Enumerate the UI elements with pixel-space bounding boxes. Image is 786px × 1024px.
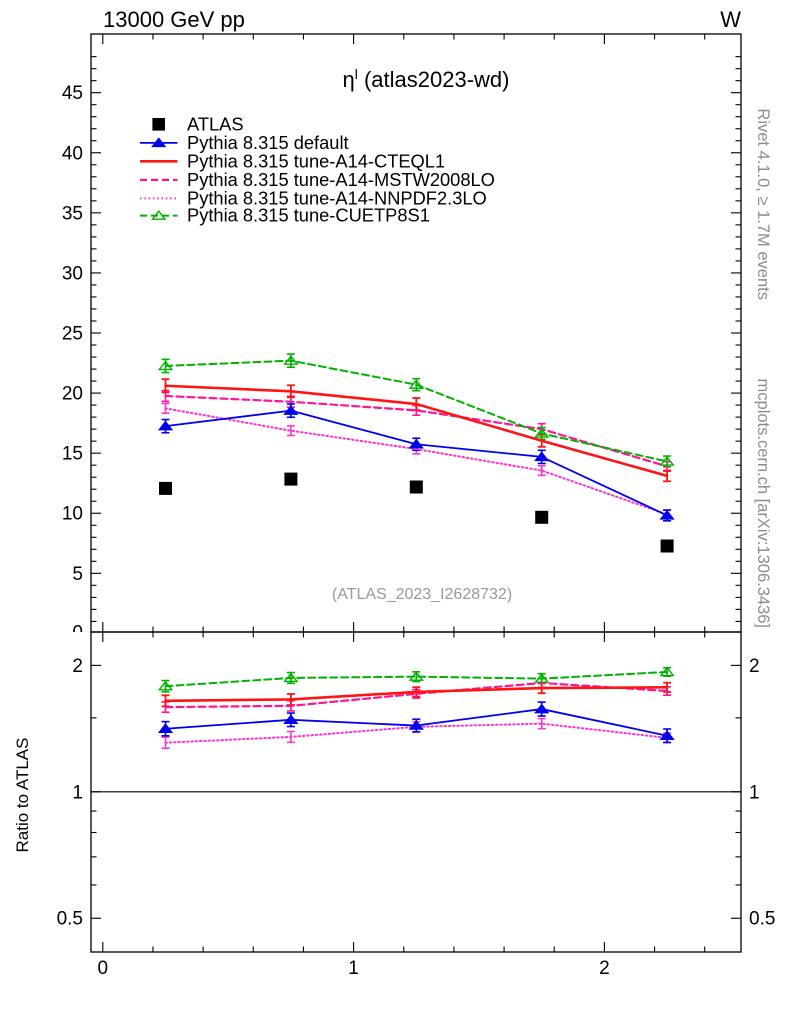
svg-text:0: 0: [98, 958, 109, 979]
svg-text:1: 1: [749, 782, 760, 803]
svg-text:5: 5: [72, 564, 83, 585]
svg-text:35: 35: [62, 203, 83, 224]
svg-text:40: 40: [62, 143, 83, 164]
svg-text:2: 2: [599, 958, 610, 979]
svg-text:13000 GeV pp: 13000 GeV pp: [103, 7, 245, 32]
svg-text:W: W: [720, 7, 741, 32]
svg-text:Rivet 4.1.0, ≥ 1.7M events: Rivet 4.1.0, ≥ 1.7M events: [754, 108, 772, 300]
svg-text:45: 45: [62, 83, 83, 104]
svg-text:25: 25: [62, 324, 83, 345]
svg-text:10: 10: [62, 504, 83, 525]
svg-text:2: 2: [72, 656, 83, 677]
svg-text:30: 30: [62, 263, 83, 284]
svg-text:mcplots.cern.ch [arXiv:1306.34: mcplots.cern.ch [arXiv:1306.3436]: [754, 379, 772, 628]
svg-text:ηl (atlas2023-wd): ηl (atlas2023-wd): [342, 66, 509, 92]
svg-text:0.5: 0.5: [749, 909, 775, 930]
svg-text:Pythia 8.315 tune-CUETP8S1: Pythia 8.315 tune-CUETP8S1: [187, 205, 430, 226]
svg-text:15: 15: [62, 444, 83, 465]
svg-text:1: 1: [72, 782, 83, 803]
svg-text:Ratio to ATLAS: Ratio to ATLAS: [13, 738, 32, 853]
svg-text:1: 1: [348, 958, 359, 979]
svg-text:20: 20: [62, 384, 83, 405]
svg-text:(ATLAS_2023_I2628732): (ATLAS_2023_I2628732): [332, 586, 512, 603]
svg-text:2: 2: [749, 656, 760, 677]
svg-text:0.5: 0.5: [57, 909, 83, 930]
